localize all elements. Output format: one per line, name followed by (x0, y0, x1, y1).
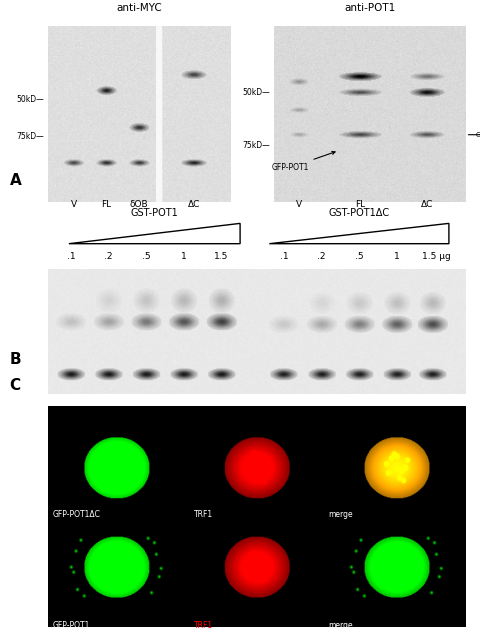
Text: .2: .2 (317, 252, 326, 261)
Text: .5: .5 (142, 252, 150, 261)
Text: 50kD—: 50kD— (242, 88, 270, 97)
Text: δOB: δOB (130, 200, 148, 209)
Text: GFP-POT1ΔC: GFP-POT1ΔC (52, 510, 100, 519)
Text: .1: .1 (67, 252, 75, 261)
Text: 75kD—: 75kD— (242, 141, 270, 150)
Text: 1.5 μg: 1.5 μg (422, 252, 451, 261)
Text: ΔC: ΔC (421, 200, 433, 209)
Text: B: B (10, 352, 21, 367)
Text: C: C (10, 378, 21, 392)
Text: GFP-POT1: GFP-POT1 (52, 621, 90, 630)
Text: GST-POT1: GST-POT1 (131, 208, 179, 218)
Text: GST-POT1ΔC: GST-POT1ΔC (328, 208, 390, 218)
Text: ΔC: ΔC (188, 200, 200, 209)
Text: FL: FL (101, 200, 111, 209)
Text: .2: .2 (104, 252, 113, 261)
Text: FL: FL (355, 200, 365, 209)
Text: anti-MYC: anti-MYC (116, 3, 162, 13)
Text: 1: 1 (181, 252, 187, 261)
Text: TRF1: TRF1 (194, 621, 213, 630)
Text: 50kD—: 50kD— (17, 95, 44, 104)
Text: .5: .5 (355, 252, 363, 261)
Text: TRF1: TRF1 (194, 510, 213, 519)
Text: 75kD—: 75kD— (17, 132, 44, 141)
Text: A: A (10, 173, 21, 188)
Text: merge: merge (328, 510, 352, 519)
Text: V: V (296, 200, 301, 209)
Text: GFP-POT1ΔC: GFP-POT1ΔC (475, 132, 480, 138)
Text: merge: merge (328, 621, 352, 630)
Text: V: V (71, 200, 77, 209)
Text: anti-POT1: anti-POT1 (344, 3, 395, 13)
Text: 1.5: 1.5 (214, 252, 228, 261)
Text: 1: 1 (394, 252, 399, 261)
Text: .1: .1 (280, 252, 288, 261)
Text: GFP-POT1: GFP-POT1 (272, 152, 335, 172)
